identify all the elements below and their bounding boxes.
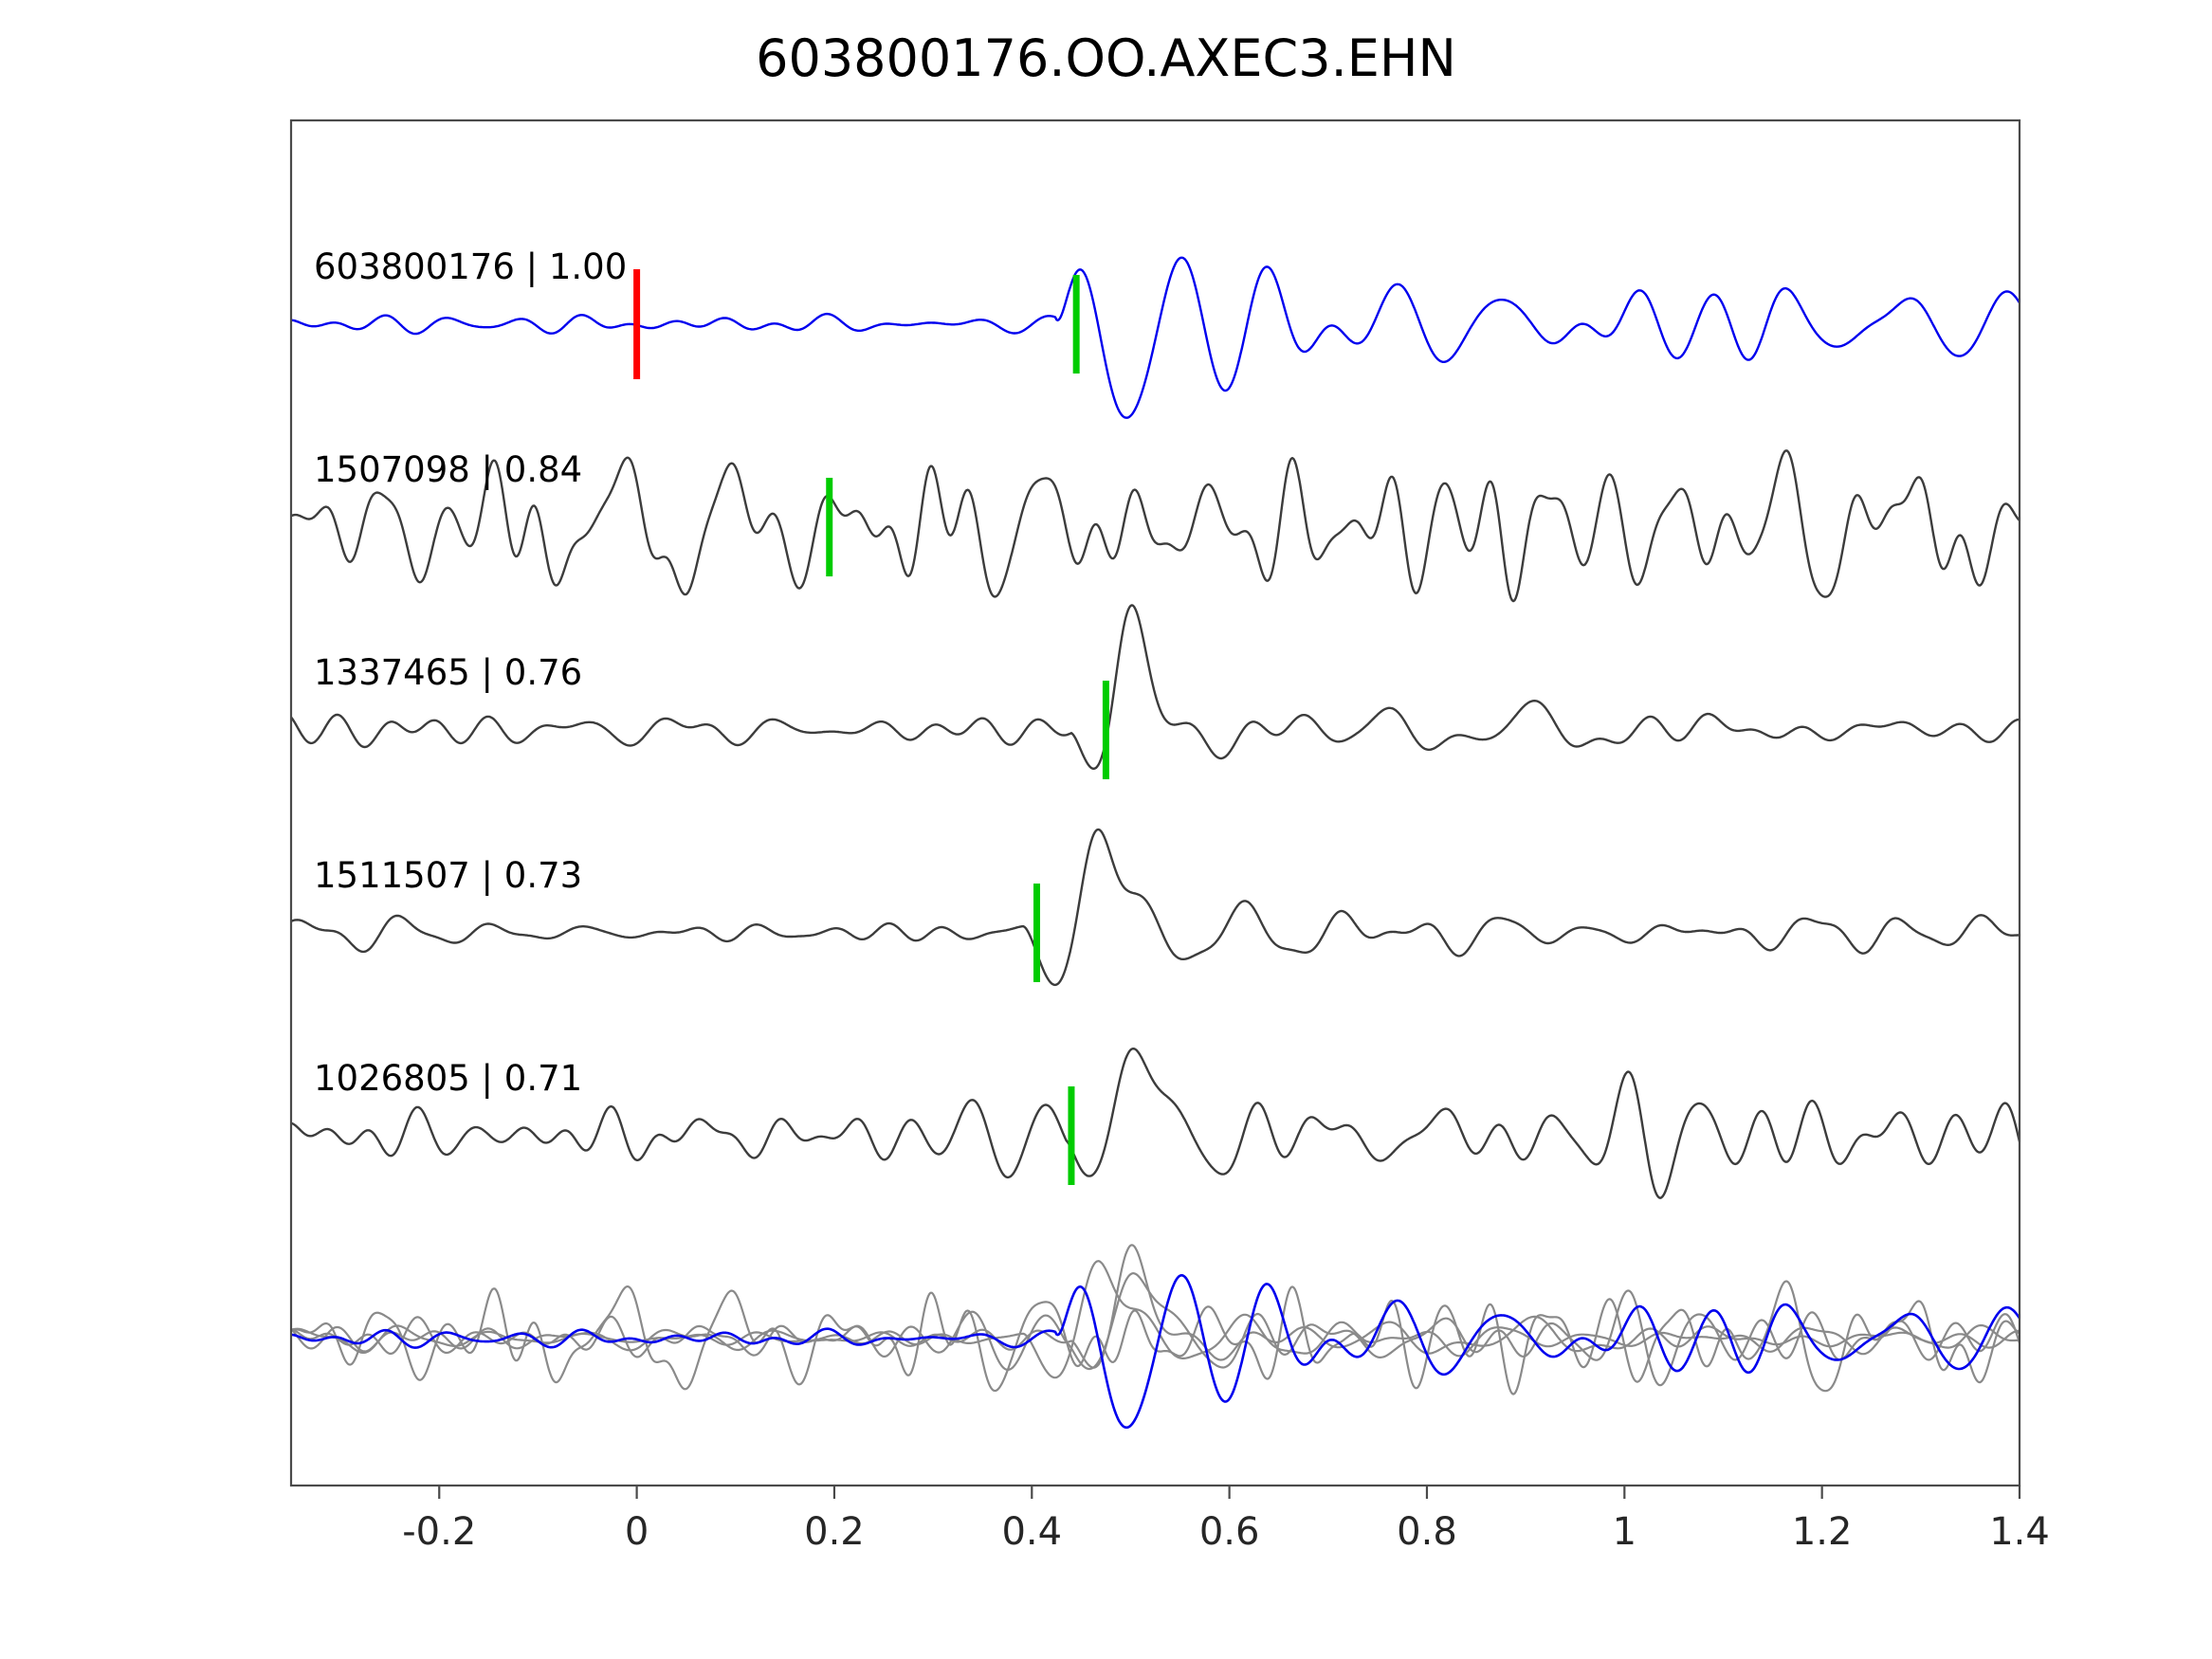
pick-marker-green-603800176 xyxy=(1072,275,1080,374)
pick-marker-green-1511507 xyxy=(1033,884,1040,982)
trace-path-1507098 xyxy=(290,449,2020,603)
trace-path-603800176 xyxy=(290,256,2021,419)
x-tick-label: 1.2 xyxy=(1792,1510,1853,1554)
chart-title: 603800176.OO.AXEC3.EHN xyxy=(756,28,1456,88)
x-tick-label: 1 xyxy=(1613,1510,1636,1554)
trace-label-1026805: 1026805 | 0.71 xyxy=(314,1058,582,1099)
x-tick-label: -0.2 xyxy=(402,1510,476,1554)
trace-path-1337465 xyxy=(290,604,2020,771)
trace-label-1507098: 1507098 | 0.84 xyxy=(314,449,582,490)
overlay-trace-path-603800176 xyxy=(290,1274,2021,1430)
x-tick-label: 0.8 xyxy=(1397,1510,1457,1554)
x-tick-label: 0.6 xyxy=(1199,1510,1260,1554)
pick-marker-green-1337465 xyxy=(1102,681,1109,779)
x-tick-label: 0.4 xyxy=(1001,1510,1062,1554)
reference-marker-red xyxy=(633,269,641,379)
overlay-trace-path-1511507 xyxy=(290,1260,2020,1379)
pick-marker-green-1026805 xyxy=(1068,1086,1075,1185)
x-tick-label: 0 xyxy=(625,1510,649,1554)
trace-label-603800176: 603800176 | 1.00 xyxy=(314,246,627,287)
x-tick-label: 1.4 xyxy=(1989,1510,2050,1554)
x-tick-label: 0.2 xyxy=(804,1510,865,1554)
overlay-trace-path-1507098 xyxy=(290,1280,2020,1395)
trace-path-1026805 xyxy=(290,1048,2021,1199)
trace-label-1511507: 1511507 | 0.73 xyxy=(314,855,582,896)
plot-border xyxy=(289,118,2021,1487)
trace-label-1337465: 1337465 | 0.76 xyxy=(314,652,582,693)
pick-marker-green-1507098 xyxy=(826,478,833,576)
overlay-trace-path-1026805 xyxy=(290,1272,2021,1387)
trace-path-1511507 xyxy=(290,828,2020,987)
